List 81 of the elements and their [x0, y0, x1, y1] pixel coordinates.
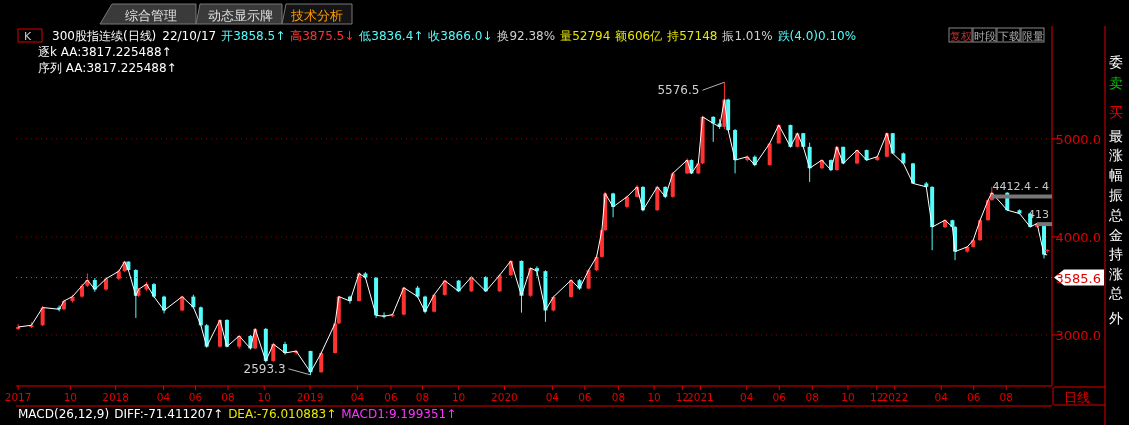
x-tick-label: 06 — [384, 391, 398, 403]
y-tick-label: 5000.0 — [1055, 131, 1101, 147]
x-tick-label: 2019 — [296, 391, 324, 403]
candlestick — [40, 305, 45, 327]
x-tick-label: 12 — [870, 391, 884, 403]
annotation: 413 — [1028, 208, 1049, 222]
annotation: 5576.5 — [657, 83, 700, 98]
text: 综合管理 — [125, 8, 177, 23]
x-tick-label: 08 — [221, 391, 235, 403]
text: 动态显示牌 — [208, 8, 273, 23]
text: 振 — [1109, 187, 1123, 203]
x-tick-label: 06 — [578, 391, 592, 403]
ref-line-label: 3585.6 — [1055, 270, 1101, 286]
text: 金 — [1109, 227, 1123, 243]
x-tick-label: 10 — [841, 391, 855, 403]
text: 日线 — [1064, 390, 1090, 405]
annotation: 跌(4.0)0.10% — [777, 29, 857, 43]
x-tick-label: 06 — [772, 391, 787, 403]
annotation: 2593.3 — [243, 361, 286, 376]
candlestick — [655, 185, 660, 212]
x-tick-label: 08 — [415, 391, 430, 403]
chart-title: 300股指连续(日线) — [52, 29, 157, 43]
x-tick-label: 2022 — [881, 391, 909, 403]
candlestick — [569, 278, 574, 299]
annotation: 22/10/17 — [162, 29, 217, 43]
annotation: 量52794 — [560, 29, 611, 43]
x-tick-label: 06 — [188, 391, 203, 403]
text: 买 — [1109, 104, 1123, 120]
text: 卖 — [1109, 75, 1123, 91]
text: 最 — [1109, 128, 1123, 144]
x-tick-label: 04 — [350, 391, 365, 403]
x-tick-label: 08 — [999, 391, 1013, 403]
x-tick-label: 10 — [63, 391, 78, 403]
y-tick-label: 3000.0 — [1055, 327, 1101, 343]
annotation: 振1.01% — [722, 29, 773, 43]
annotation: 下载 — [998, 30, 1020, 43]
annotation: 持57148 — [667, 29, 718, 43]
candlestick — [670, 171, 675, 199]
annotation: 逐k AA:3817.225488↑ — [38, 45, 172, 59]
x-tick-label: 08 — [611, 391, 626, 403]
y-tick-label: 4000.0 — [1055, 229, 1101, 245]
x-tick-label: 04 — [740, 391, 754, 403]
x-tick-label: 04 — [156, 391, 171, 403]
text: 外 — [1109, 310, 1123, 326]
x-tick-label: 2017 — [4, 391, 32, 403]
x-tick-label: 08 — [805, 391, 819, 403]
text: MACD1:9.199351↑ — [341, 407, 457, 421]
x-tick-label: 10 — [451, 391, 466, 403]
candlestick — [611, 192, 616, 218]
x-tick-label: 06 — [967, 391, 981, 403]
x-tick-label: 04 — [545, 391, 560, 403]
text: 总 — [1108, 285, 1123, 301]
text: 涨 — [1109, 147, 1123, 163]
x-tick-label: 10 — [647, 391, 661, 403]
text: 幅 — [1109, 167, 1123, 183]
annotation: 复权 — [950, 30, 972, 43]
text: 持 — [1109, 246, 1123, 262]
text: DIFF:-71.411207↑ — [114, 407, 224, 421]
annotation: 开3858.5↑ — [221, 29, 286, 43]
x-tick-label: 10 — [257, 391, 271, 403]
x-tick-label: 2018 — [102, 391, 129, 403]
annotation: 序列 AA:3817.225488↑ — [38, 61, 177, 75]
annotation: 4412.4 - 4 — [992, 180, 1049, 194]
text: 委 — [1109, 54, 1123, 70]
annotation: 换92.38% — [497, 29, 556, 43]
annotation: K — [24, 30, 32, 43]
annotation: 时段 — [974, 30, 996, 43]
x-tick-label: 2021 — [687, 391, 714, 403]
annotation: 额606亿 — [615, 29, 663, 43]
text: 总 — [1108, 207, 1123, 223]
x-tick-label: 2020 — [491, 391, 518, 403]
annotation: 收3866.0↓ — [428, 29, 493, 43]
text: MACD(26,12,9) — [18, 407, 110, 421]
annotation: 低3836.4↑ — [359, 29, 424, 43]
annotation: 限量 — [1022, 30, 1044, 43]
line-series — [17, 99, 1048, 373]
text: 涨 — [1109, 266, 1123, 282]
text: 技术分析 — [290, 8, 343, 23]
text: DEA:-76.010883↑ — [228, 407, 337, 421]
x-tick-label: 04 — [934, 391, 949, 403]
annotation: 高3875.5↓ — [290, 29, 355, 43]
